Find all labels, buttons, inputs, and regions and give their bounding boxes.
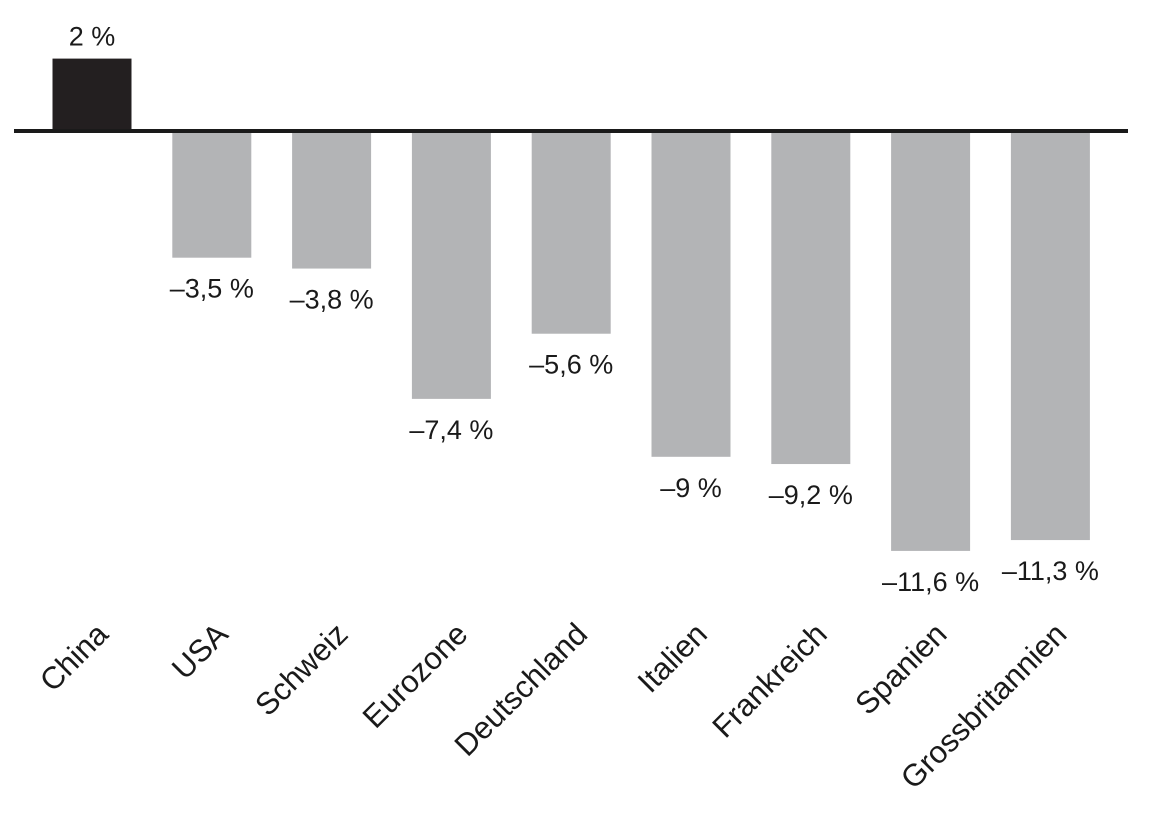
- category-label-china: China: [33, 616, 116, 699]
- value-label-frankreich: –9,2 %: [769, 480, 853, 510]
- bar-china: [52, 58, 132, 131]
- category-label-spanien: Spanien: [848, 616, 953, 721]
- category-label-usa: USA: [165, 616, 235, 686]
- value-labels-group: 2 % –3,5 % –3,8 % –7,4 % –5,6 % –9 % –9,2 % –11…: [69, 22, 1099, 597]
- category-label-frankreich: Frankreich: [705, 616, 833, 744]
- category-label-eurozone: Eurozone: [356, 616, 475, 735]
- value-label-italien: –9 %: [660, 473, 722, 503]
- bars-group: [52, 58, 1090, 551]
- value-label-eurozone: –7,4 %: [409, 415, 493, 445]
- bar-deutschland: [531, 131, 611, 334]
- bar-usa: [172, 131, 252, 258]
- bar-italien: [651, 131, 731, 457]
- bar-eurozone: [411, 131, 491, 399]
- value-label-china: 2 %: [69, 22, 116, 52]
- bar-spanien: [891, 131, 971, 551]
- category-label-schweiz: Schweiz: [248, 616, 354, 722]
- value-label-deutschland: –5,6 %: [529, 350, 613, 380]
- value-label-grossbritannien: –11,3 %: [1002, 556, 1099, 586]
- category-label-italien: Italien: [631, 616, 714, 699]
- value-label-schweiz: –3,8 %: [290, 285, 374, 315]
- value-label-spanien: –11,6 %: [882, 567, 979, 597]
- value-label-usa: –3,5 %: [170, 274, 254, 304]
- bar-frankreich: [771, 131, 851, 465]
- bar-schweiz: [292, 131, 372, 269]
- bar-grossbritannien: [1010, 131, 1090, 541]
